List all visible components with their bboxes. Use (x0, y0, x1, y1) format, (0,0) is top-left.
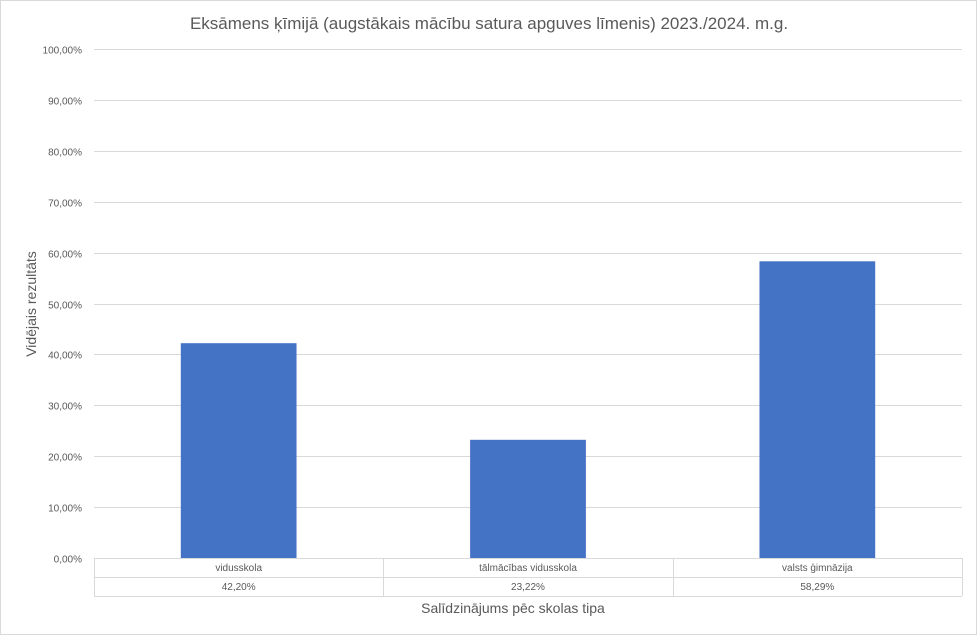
category-label: tālmācības vidusskola (479, 563, 577, 574)
bar (759, 261, 876, 558)
y-tick-label: 20,00% (48, 453, 82, 464)
y-axis-title: Vidējais rezultāts (23, 251, 39, 357)
category-label: vidusskola (215, 563, 262, 574)
y-tick-label: 30,00% (48, 402, 82, 413)
category-label: valsts ģimnāzija (782, 561, 853, 574)
value-label: 58,29% (800, 582, 834, 593)
x-axis-title: Salīdzinājums pēc skolas tipa (421, 600, 605, 616)
bar (180, 343, 297, 558)
y-tick-label: 0,00% (54, 555, 82, 566)
y-tick-label: 90,00% (48, 97, 82, 108)
y-axis-ticks: 0,00% 10,00% 20,00% 30,00% 40,00% 50,00% 60,00… (43, 46, 83, 566)
y-tick-label: 10,00% (48, 504, 82, 515)
chart-title: Eksāmens ķīmijā (augstākais mācību satur… (190, 14, 788, 33)
value-label: 23,22% (511, 582, 545, 593)
y-tick-label: 70,00% (48, 199, 82, 210)
bar (470, 439, 586, 558)
y-tick-label: 80,00% (48, 148, 82, 159)
y-tick-label: 50,00% (48, 301, 82, 312)
value-label: 42,20% (222, 582, 256, 593)
y-tick-label: 40,00% (48, 351, 82, 362)
data-table: vidusskola 42,20% tālmācības vidusskola 23,… (94, 558, 963, 597)
bars (180, 261, 876, 558)
y-tick-label: 100,00% (43, 46, 83, 57)
y-tick-label: 60,00% (48, 250, 82, 261)
